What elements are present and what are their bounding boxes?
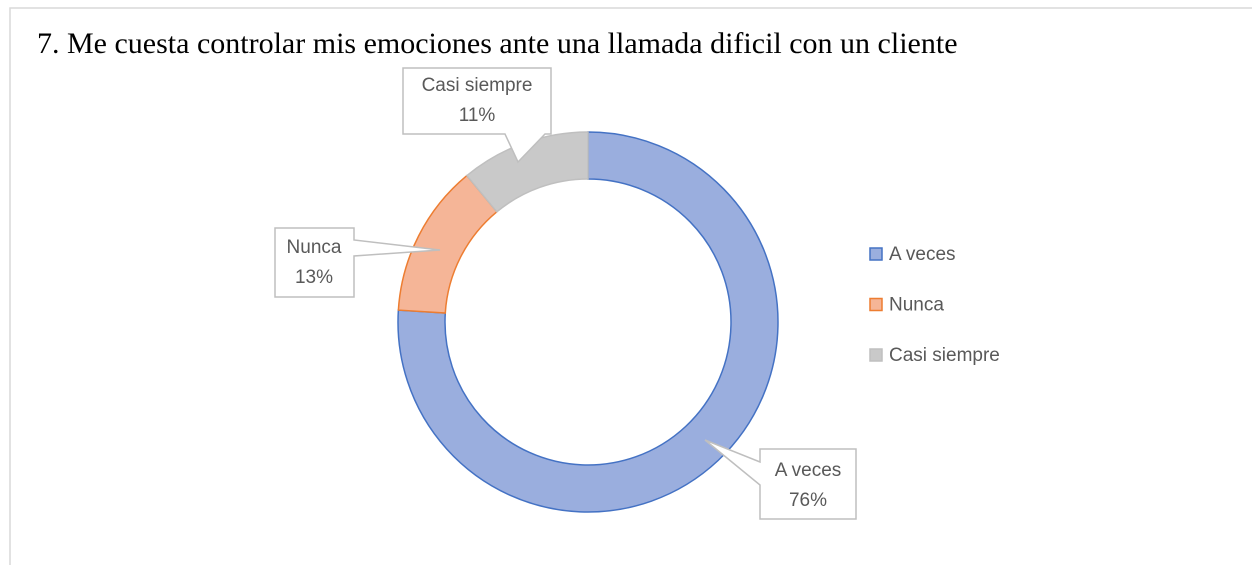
callout-box <box>274 227 441 298</box>
data-label-value: 13% <box>295 267 333 288</box>
donut-segment <box>465 131 589 213</box>
data-label-name: Nunca <box>287 237 342 258</box>
chart-frame <box>9 7 1252 565</box>
legend-label: Casi siempre <box>889 345 1000 366</box>
legend-label: Nunca <box>889 295 944 316</box>
data-label-value: 11% <box>459 105 496 126</box>
callout-box <box>704 439 857 520</box>
data-label-name: Casi siempre <box>422 75 533 96</box>
legend-label: A veces <box>889 244 956 265</box>
chart-title: 7. Me cuesta controlar mis emociones ant… <box>37 27 958 60</box>
legend-swatch <box>869 247 883 261</box>
legend-swatch <box>869 297 883 312</box>
callout-box <box>402 67 552 164</box>
data-label-name: A veces <box>775 460 842 481</box>
donut-segment <box>397 131 779 513</box>
donut <box>397 131 779 513</box>
legend-swatch <box>869 348 883 362</box>
donut-segment <box>397 174 498 314</box>
data-label-value: 76% <box>789 490 827 511</box>
